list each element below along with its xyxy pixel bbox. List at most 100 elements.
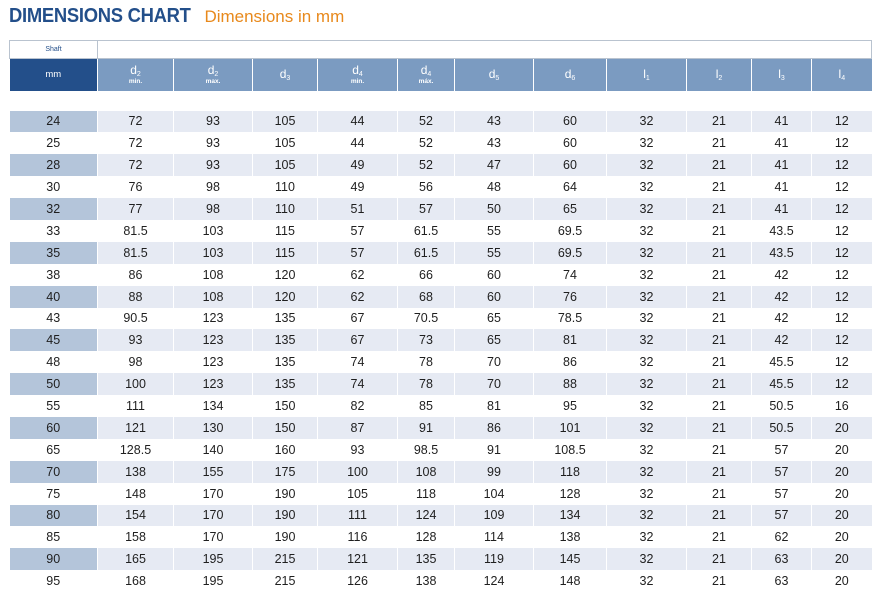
table-cell: 72 (97, 110, 174, 133)
table-cell: 55 (454, 219, 534, 242)
table-cell: 124 (454, 570, 534, 593)
table-cell: 170 (173, 482, 253, 505)
table-cell: 70.5 (397, 307, 455, 330)
column-header-base: l (715, 66, 719, 81)
table-cell: 32 (606, 570, 687, 593)
table-cell: 51 (317, 198, 398, 220)
table-cell: 32 (606, 504, 687, 527)
table-cell: 154 (97, 504, 174, 527)
table-cell: 12 (811, 154, 872, 177)
table-cell: 43 (454, 110, 534, 133)
table-cell: 115 (252, 219, 318, 242)
table-cell: 168 (97, 570, 174, 593)
table-cell: 50.5 (751, 395, 812, 417)
column-header-label: d4 máx. (419, 64, 434, 86)
column-header: d6 (533, 58, 607, 91)
table-cell: 128 (397, 526, 455, 549)
table-cell: 70 (454, 351, 534, 374)
table-cell: 42 (751, 329, 812, 352)
table-cell: 158 (97, 526, 174, 549)
table-cell: 52 (397, 110, 455, 133)
table-cell: 120 (252, 263, 318, 286)
column-header-label: l4 (839, 68, 846, 82)
table-cell: 105 (317, 482, 398, 505)
table-cell: 215 (252, 548, 318, 571)
table-cell: 42 (751, 307, 812, 330)
column-header: d5 (454, 58, 534, 91)
table-cell: 93 (173, 110, 253, 133)
table-cell: 32 (606, 285, 687, 308)
table-cell: 21 (686, 329, 752, 352)
table-cell: 135 (252, 351, 318, 374)
table-cell: 190 (252, 526, 318, 549)
table-cell: 126 (317, 570, 398, 593)
column-header-base: d (564, 66, 572, 81)
table-cell: 81 (454, 395, 534, 417)
column-header: l4 (811, 58, 872, 91)
table-cell: 49 (317, 176, 398, 199)
column-header-base: d (420, 63, 428, 77)
table-cell: 57 (751, 504, 812, 527)
column-header-label: l2 (716, 68, 723, 82)
table-cell: 101 (533, 416, 607, 439)
table-cell: 21 (686, 241, 752, 264)
table-cell: 32 (606, 482, 687, 505)
table-cell: 20 (834, 442, 849, 457)
table-cell: 32 (606, 460, 687, 483)
table-cell: 73 (397, 329, 455, 352)
table-cell: 98 (173, 198, 253, 220)
table-cell: 62 (317, 263, 398, 286)
column-header-subscript: 4 (358, 71, 363, 78)
table-cell: 93 (97, 329, 174, 352)
table-row: 65 128.5 140 160 93 98.5 91 108.5 32 21 57 20 (9, 438, 872, 461)
table-cell: 41 (751, 176, 812, 199)
table-cell: 60 (533, 154, 607, 177)
table-cell: 60 (454, 263, 534, 286)
column-header-base: l (778, 66, 781, 81)
table-cell: 20 (811, 416, 872, 439)
table-cell: 100 (317, 460, 398, 483)
table-cell: 74 (317, 373, 398, 396)
column-header-label: d6 (565, 68, 576, 82)
table-cell: 170 (173, 526, 253, 549)
table-cell: 63 (751, 548, 812, 571)
table-cell: 57 (317, 219, 398, 242)
table-cell: 148 (97, 482, 174, 505)
table-row: 24 72 93 105 44 52 43 60 32 21 41 12 (9, 110, 872, 133)
column-header: d4 min. (317, 58, 398, 91)
shaft-size-cell: 40 (9, 285, 98, 308)
table-cell: 114 (454, 526, 534, 549)
table-cell: 41 (751, 132, 812, 155)
table-cell: 41 (751, 154, 812, 177)
column-header: d4 máx. (397, 58, 455, 91)
table-row: 32 77 98 110 51 57 50 65 32 21 41 12 (9, 198, 872, 220)
table-cell: 72 (97, 154, 174, 177)
column-header-base: l (643, 66, 646, 81)
table-cell: 61.5 (397, 241, 455, 264)
shaft-size-cell: 75 (9, 482, 98, 505)
shaft-size-cell: 32 (9, 198, 98, 220)
table-cell: 57 (751, 460, 812, 483)
table-cell: 32 (606, 307, 687, 330)
table-cell: 57 (397, 198, 455, 220)
column-header-base: d (352, 63, 359, 77)
column-header-label: d2 min. (129, 64, 142, 86)
table-cell: 85 (397, 395, 455, 417)
table-cell: 20 (811, 548, 872, 571)
table-cell: 45.5 (751, 373, 812, 396)
table-cell: 99 (454, 460, 534, 483)
table-row: 70 138 155 175 100 108 99 118 32 21 57 20 (9, 460, 872, 483)
table-cell: 190 (252, 482, 318, 505)
table-cell: 45.5 (751, 351, 812, 374)
table-cell: 105 (252, 132, 318, 155)
table-cell: 138 (97, 460, 174, 483)
table-cell: 108.5 (533, 438, 607, 461)
shaft-size-cell: 55 (9, 395, 98, 417)
table-cell: 21 (686, 395, 752, 417)
shaft-size-cell: 70 (9, 460, 98, 483)
table-cell: 165 (97, 548, 174, 571)
table-cell: 63 (751, 570, 812, 593)
page-header: DIMENSIONS CHART Dimensions in mm (9, 5, 344, 31)
table-cell: 109 (454, 504, 534, 527)
table-cell: 91 (397, 416, 455, 439)
